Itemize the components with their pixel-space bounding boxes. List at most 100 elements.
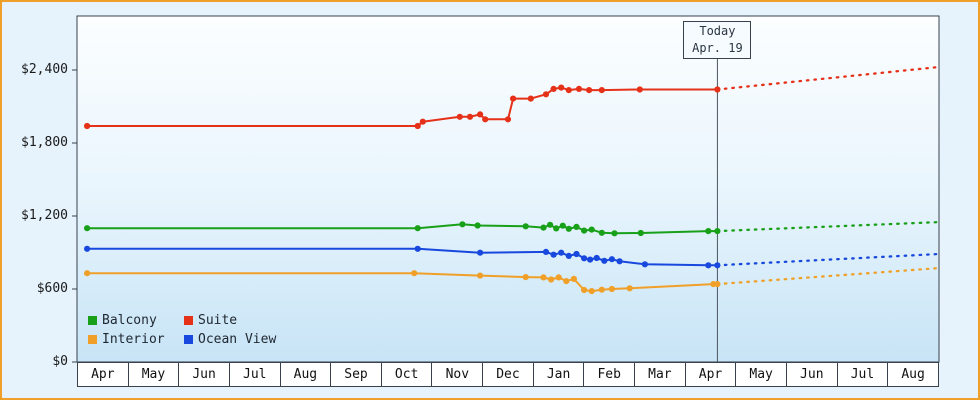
- data-point-suite: [482, 116, 489, 123]
- data-point-suite: [714, 86, 721, 93]
- series-line-interior: [87, 272, 718, 293]
- x-axis-month-label: Oct: [380, 362, 433, 387]
- data-point-suite: [477, 111, 484, 118]
- x-axis-month-label: Apr: [77, 362, 129, 387]
- data-point-balcony: [581, 227, 588, 234]
- legend-item-suite: Suite: [184, 313, 276, 328]
- data-point-interior: [563, 278, 570, 285]
- y-axis-tick-label: $600: [36, 281, 68, 296]
- data-point-ocean-view: [542, 248, 550, 255]
- y-axis-tick-label: $2,400: [21, 62, 68, 77]
- x-axis-month-label: Jan: [532, 362, 585, 387]
- data-point-suite: [598, 87, 605, 94]
- data-point-suite: [510, 95, 517, 102]
- data-point-interior: [570, 275, 578, 282]
- legend-label-ocean-view: Ocean View: [198, 332, 277, 347]
- data-point-suite: [527, 95, 534, 102]
- data-point-balcony: [414, 225, 421, 232]
- data-point-ocean-view: [550, 251, 557, 258]
- x-axis-month-label: Mar: [634, 362, 686, 387]
- data-point-ocean-view: [84, 245, 91, 252]
- data-point-ocean-view: [558, 249, 565, 256]
- data-point-suite: [456, 113, 463, 120]
- x-axis-month-label: Apr: [684, 362, 737, 387]
- data-point-balcony: [565, 225, 572, 232]
- x-axis-month-label: May: [735, 362, 787, 387]
- data-point-interior: [548, 276, 555, 283]
- y-axis-tick-label: $1,200: [21, 208, 68, 223]
- data-point-balcony: [540, 224, 547, 231]
- data-point-ocean-view: [593, 254, 600, 262]
- data-point-balcony: [547, 221, 554, 228]
- data-point-suite: [586, 87, 593, 94]
- legend-item-ocean-view: Ocean View: [184, 332, 276, 347]
- data-point-balcony: [522, 223, 529, 230]
- data-point-interior: [714, 281, 721, 288]
- x-axis-month-label: Feb: [583, 362, 636, 387]
- legend-label-suite: Suite: [198, 313, 238, 328]
- x-axis: Apr May Jun Jul Aug Sep Oct Nov Dec Jan Feb Mar Apr M…: [77, 362, 939, 387]
- legend-label-balcony: Balcony: [102, 313, 157, 328]
- data-point-ocean-view: [573, 250, 580, 258]
- series-forecast-balcony: [716, 220, 941, 233]
- data-point-interior: [581, 286, 588, 294]
- today-marker: Today Apr. 19: [683, 21, 752, 59]
- data-point-ocean-view: [616, 258, 623, 265]
- legend-swatch-interior: [88, 335, 97, 344]
- legend-swatch-ocean-view: [184, 335, 193, 344]
- y-axis-tick-label: $1,800: [21, 135, 68, 150]
- data-point-ocean-view: [601, 257, 608, 264]
- data-point-interior: [608, 285, 616, 293]
- data-point-suite: [575, 85, 583, 92]
- data-point-balcony: [553, 225, 560, 232]
- data-point-balcony: [84, 225, 91, 232]
- legend-label-interior: Interior: [102, 332, 165, 347]
- data-point-interior: [588, 288, 595, 295]
- data-point-suite: [565, 87, 572, 94]
- x-axis-month-label: Jul: [836, 362, 889, 387]
- data-point-interior: [555, 274, 562, 281]
- data-point-balcony: [637, 229, 644, 237]
- x-axis-month-label: May: [127, 362, 180, 387]
- data-point-balcony: [588, 226, 595, 233]
- data-point-suite: [550, 85, 557, 92]
- data-point-interior: [477, 272, 484, 279]
- data-point-interior: [626, 285, 633, 292]
- x-axis-month-label: Aug: [887, 362, 939, 387]
- series-forecast-suite: [716, 65, 941, 91]
- data-point-ocean-view: [714, 262, 721, 269]
- data-point-ocean-view: [565, 252, 572, 259]
- data-point-balcony: [573, 223, 580, 230]
- data-point-suite: [542, 91, 550, 98]
- data-point-suite: [504, 116, 512, 123]
- data-point-ocean-view: [477, 249, 484, 256]
- data-point-suite: [84, 122, 91, 130]
- data-point-balcony: [559, 222, 566, 229]
- legend-swatch-suite: [184, 316, 193, 325]
- legend: Balcony Suite Interior Ocean View: [88, 313, 276, 347]
- y-axis-tick-label: $0: [52, 354, 68, 369]
- data-point-suite: [414, 122, 421, 130]
- data-point-ocean-view: [705, 262, 712, 269]
- today-date: Apr. 19: [692, 41, 743, 55]
- x-axis-month-label: Dec: [482, 362, 534, 387]
- plot-background: [76, 15, 940, 363]
- data-point-balcony: [598, 229, 605, 236]
- data-point-balcony: [714, 228, 721, 235]
- x-axis-month-label: Aug: [279, 362, 332, 387]
- data-point-ocean-view: [414, 245, 421, 252]
- data-point-suite: [558, 84, 565, 91]
- data-point-balcony: [611, 230, 618, 237]
- data-point-interior: [598, 286, 605, 293]
- x-axis-month-label: Jun: [178, 362, 230, 387]
- today-label: Today: [699, 24, 736, 38]
- data-point-interior: [540, 274, 547, 281]
- x-axis-month-label: Jun: [785, 362, 838, 387]
- series-forecast-interior: [716, 266, 941, 286]
- data-point-interior: [411, 270, 418, 277]
- data-point-interior: [522, 274, 529, 281]
- data-point-balcony: [459, 221, 466, 228]
- data-point-ocean-view: [641, 261, 649, 268]
- legend-item-interior: Interior: [88, 332, 184, 347]
